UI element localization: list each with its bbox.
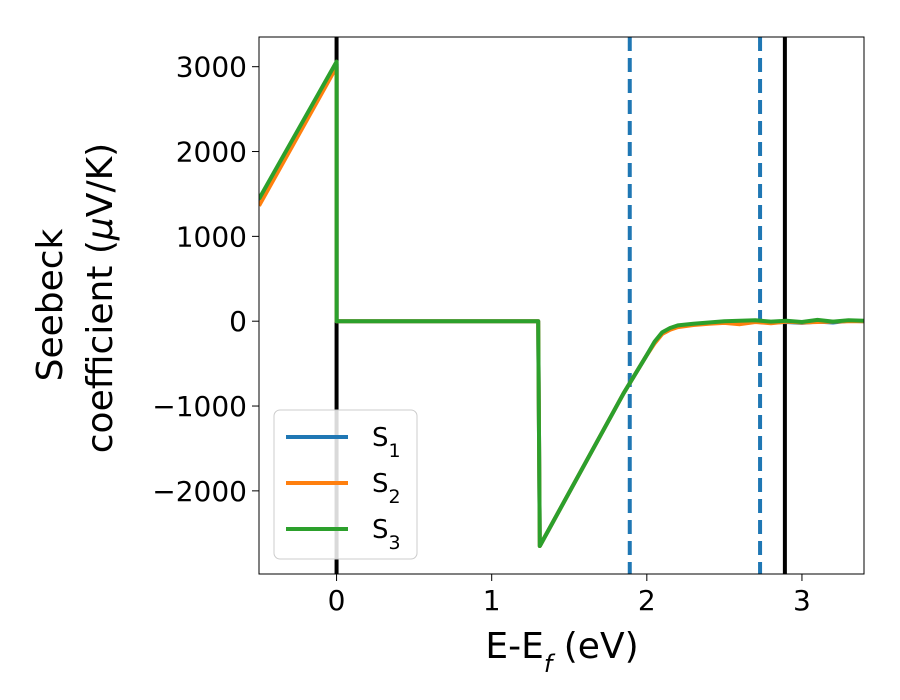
series-line-S3 bbox=[259, 59, 864, 548]
y-tick-label: 0 bbox=[229, 305, 247, 338]
y-tick-label: 1000 bbox=[176, 220, 247, 253]
y-axis-ticks: −2000 −1000 0 1000 2000 3000 bbox=[152, 51, 259, 508]
x-axis-label: E-Ef (eV) bbox=[485, 626, 638, 678]
y-axis-label-line1: Seebeck bbox=[30, 228, 71, 381]
y-tick-label: −1000 bbox=[152, 390, 247, 423]
legend-label-S1: S1 bbox=[372, 423, 401, 462]
y-tick-label: −2000 bbox=[152, 475, 247, 508]
y-tick-label: 2000 bbox=[176, 136, 247, 169]
y-axis-label-line2: coefficient (μV/K) bbox=[80, 143, 121, 453]
y-axis-label: Seebeck coefficient (μV/K) bbox=[30, 143, 121, 453]
legend-label-S3: S3 bbox=[372, 515, 401, 554]
x-tick-label: 3 bbox=[793, 584, 811, 617]
x-tick-label: 0 bbox=[328, 584, 346, 617]
plot-frame bbox=[258, 36, 865, 575]
x-tick-label: 1 bbox=[483, 584, 501, 617]
x-axis-ticks: 0 1 2 3 bbox=[328, 574, 811, 617]
x-tick-label: 2 bbox=[638, 584, 656, 617]
series-lines bbox=[259, 59, 864, 548]
y-tick-label: 3000 bbox=[176, 51, 247, 84]
legend: S1 S2 S3 bbox=[273, 409, 418, 560]
legend-label-S2: S2 bbox=[372, 469, 401, 508]
